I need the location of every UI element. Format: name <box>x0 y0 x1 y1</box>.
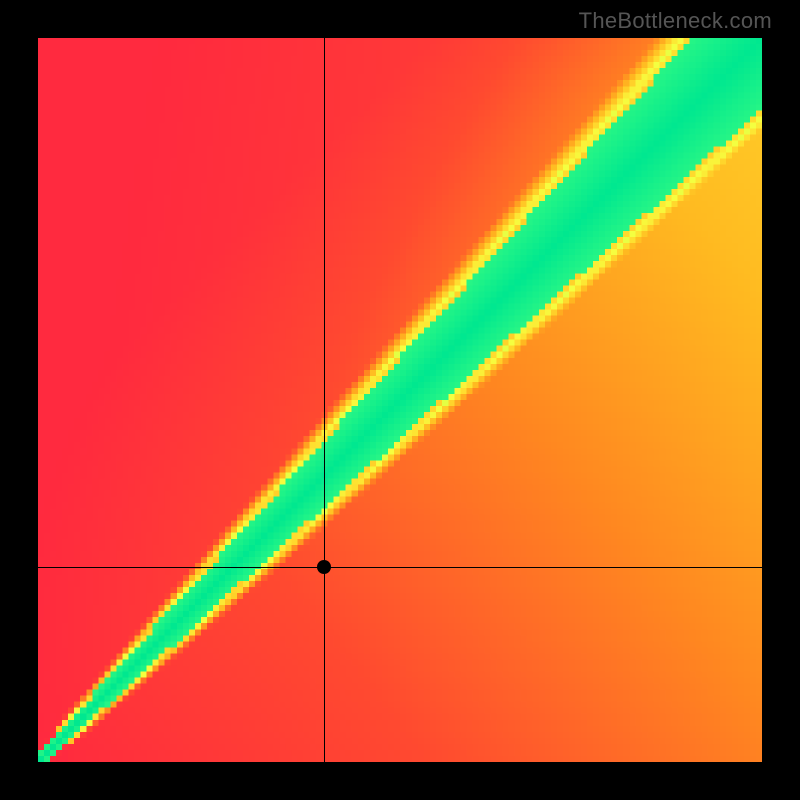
watermark-text: TheBottleneck.com <box>579 8 772 34</box>
heatmap-plot <box>38 38 762 762</box>
crosshair-vertical <box>324 38 325 762</box>
marker-dot <box>317 560 331 574</box>
crosshair-horizontal <box>38 567 762 568</box>
heatmap-canvas <box>38 38 762 762</box>
